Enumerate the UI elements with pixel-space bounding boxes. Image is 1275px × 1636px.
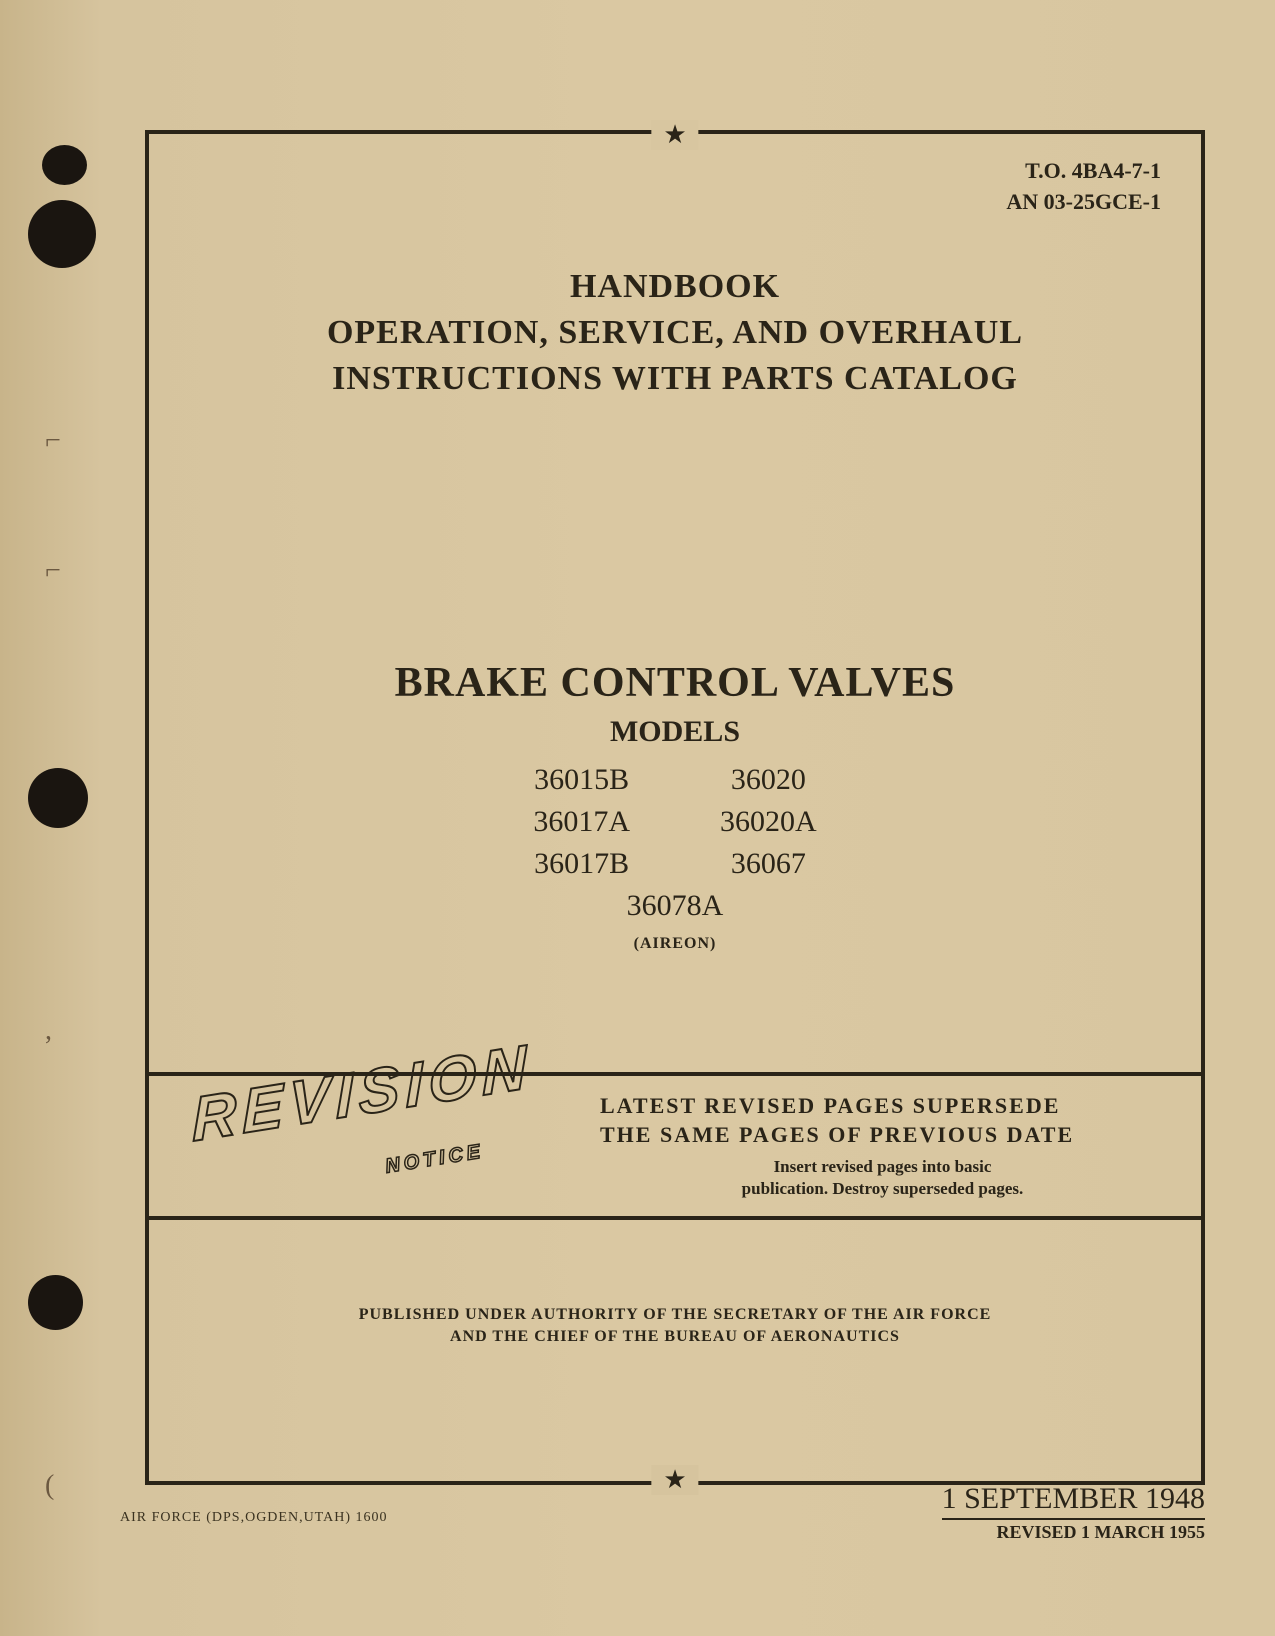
edge-mark: ( bbox=[45, 1470, 54, 1502]
revision-date: REVISED 1 MARCH 1955 bbox=[942, 1518, 1205, 1543]
model-number: 36020A bbox=[720, 801, 817, 843]
header-line-2: OPERATION, SERVICE, AND OVERHAUL bbox=[149, 310, 1201, 356]
models-column-2: 36020 36020A 36067 bbox=[720, 759, 817, 885]
footer-dates: 1 SEPTEMBER 1948 REVISED 1 MARCH 1955 bbox=[942, 1482, 1205, 1543]
header-block: HANDBOOK OPERATION, SERVICE, AND OVERHAU… bbox=[149, 264, 1201, 402]
punch-hole bbox=[28, 1275, 83, 1330]
header-line-3: INSTRUCTIONS WITH PARTS CATALOG bbox=[149, 356, 1201, 402]
punch-hole bbox=[28, 200, 96, 268]
model-number: 36015B bbox=[533, 759, 630, 801]
edge-mark: ⌐ bbox=[45, 425, 61, 457]
model-number-bottom: 36078A bbox=[149, 889, 1201, 923]
subject-block: BRAKE CONTROL VALVES MODELS 36015B 36017… bbox=[149, 659, 1201, 953]
publication-date: 1 SEPTEMBER 1948 bbox=[942, 1482, 1205, 1516]
edge-mark: ⌐ bbox=[45, 555, 61, 587]
authority-line-2: AND THE CHIEF OF THE BUREAU OF AERONAUTI… bbox=[149, 1326, 1201, 1348]
revision-notice-word: NOTICE bbox=[384, 1140, 486, 1178]
model-number: 36020 bbox=[720, 759, 817, 801]
star-ornament-bottom: ★ bbox=[651, 1465, 698, 1495]
punch-hole bbox=[28, 768, 88, 828]
models-grid: 36015B 36017A 36017B 36020 36020A 36067 bbox=[149, 759, 1201, 885]
revision-heading-2: THE SAME PAGES OF PREVIOUS DATE bbox=[600, 1121, 1165, 1150]
document-frame: ★ ★ T.O. 4BA4-7-1 AN 03-25GCE-1 HANDBOOK… bbox=[145, 130, 1205, 1485]
header-line-1: HANDBOOK bbox=[149, 264, 1201, 310]
document-numbers: T.O. 4BA4-7-1 AN 03-25GCE-1 bbox=[1006, 156, 1161, 218]
models-column-1: 36015B 36017A 36017B bbox=[533, 759, 630, 885]
revision-notice-band: REVISION NOTICE LATEST REVISED PAGES SUP… bbox=[145, 1072, 1205, 1220]
model-number: 36017B bbox=[533, 843, 630, 885]
model-number: 36067 bbox=[720, 843, 817, 885]
edge-mark: , bbox=[45, 1015, 52, 1047]
revision-instructions: LATEST REVISED PAGES SUPERSEDE THE SAME … bbox=[590, 1080, 1205, 1211]
star-ornament-top: ★ bbox=[651, 120, 698, 150]
authority-statement: PUBLISHED UNDER AUTHORITY OF THE SECRETA… bbox=[149, 1304, 1201, 1349]
model-number: 36017A bbox=[533, 801, 630, 843]
revision-heading-1: LATEST REVISED PAGES SUPERSEDE bbox=[600, 1092, 1165, 1121]
punch-hole bbox=[42, 145, 87, 185]
an-number: AN 03-25GCE-1 bbox=[1006, 187, 1161, 218]
subject-title: BRAKE CONTROL VALVES bbox=[149, 659, 1201, 707]
authority-line-1: PUBLISHED UNDER AUTHORITY OF THE SECRETA… bbox=[149, 1304, 1201, 1326]
revision-word: REVISION bbox=[191, 1031, 532, 1157]
manufacturer: (AIREON) bbox=[149, 935, 1201, 953]
footer-print-info: AIR FORCE (DPS,OGDEN,UTAH) 1600 bbox=[120, 1510, 388, 1526]
models-label: MODELS bbox=[149, 715, 1201, 749]
to-number: T.O. 4BA4-7-1 bbox=[1006, 156, 1161, 187]
document-page: ⌐ ⌐ , ( ★ ★ T.O. 4BA4-7-1 AN 03-25GCE-1 … bbox=[0, 0, 1275, 1636]
revision-instruction-text: Insert revised pages into basic publicat… bbox=[600, 1156, 1165, 1200]
revision-graphic: REVISION NOTICE bbox=[145, 1076, 590, 1216]
